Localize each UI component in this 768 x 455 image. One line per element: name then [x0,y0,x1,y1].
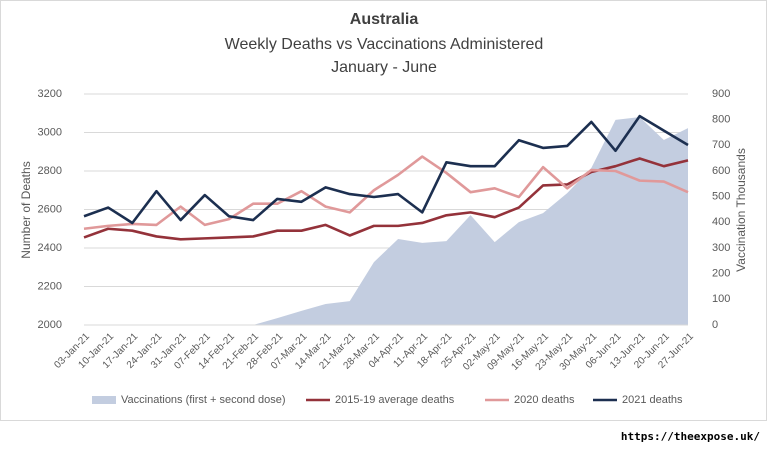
legend-label: Vaccinations (first + second dose) [121,394,286,406]
y-tick-label: 2600 [38,203,62,215]
legend-label: 2015-19 average deaths [335,394,455,406]
y2-tick-label: 300 [712,242,730,254]
line [83,114,689,225]
legend-label: 2021 deaths [622,394,683,406]
y2-tick-label: 900 [712,88,730,100]
y2-tick-label: 700 [712,139,730,151]
source: https://theexpose.uk/ [621,430,760,443]
y-tick-label: 3000 [38,126,62,138]
y-tick-label: 2000 [38,319,62,331]
y2-tick-label: 0 [712,319,718,331]
area [84,117,688,325]
legend-swatch [92,396,116,404]
y2-tick-label: 800 [712,114,730,126]
y-tick-label: 2200 [38,280,62,292]
y2-tick-label: 100 [712,293,730,305]
line [83,155,689,231]
y-tick-label: 3200 [38,88,62,100]
chart-subtitle: Weekly Deaths vs Vaccinations Administer… [225,36,544,53]
legend-label: 2020 deaths [514,394,575,406]
y-tick-label: 2800 [38,165,62,177]
y2-tick-label: 400 [712,216,730,228]
chart-title: Australia [350,11,419,28]
chart-subtitle: January - June [331,59,437,76]
y2-axis-label: Vaccination Thousands [734,148,748,272]
y2-tick-label: 500 [712,191,730,203]
y2-tick-label: 200 [712,268,730,280]
y-axis-label: Number of Deaths [19,161,33,258]
y2-tick-label: 600 [712,165,730,177]
y-tick-label: 2400 [38,242,62,254]
